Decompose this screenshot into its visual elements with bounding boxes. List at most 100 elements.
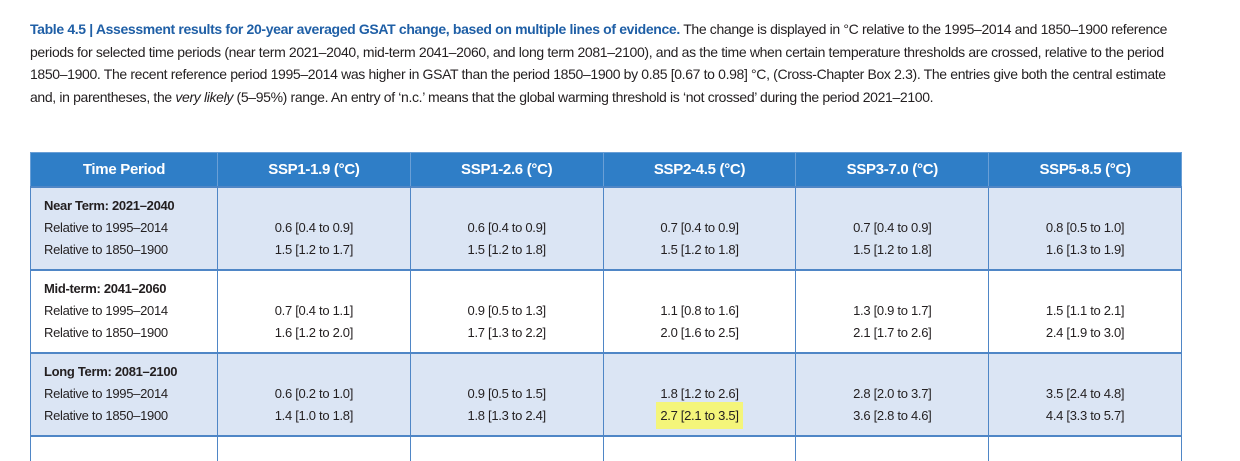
value-line: 1.8 [1.3 to 2.4] — [411, 405, 603, 427]
page: Table 4.5 | Assessment results for 20-ye… — [30, 18, 1190, 461]
value-line: 0.6 [0.2 to 1.0] — [218, 383, 410, 405]
row-label: Relative to 1995–2014 — [44, 220, 168, 235]
value: 2.0 [1.6 to 2.5] — [660, 325, 739, 340]
value-line: 1.7 [1.3 to 2.2] — [411, 322, 603, 344]
label-cell: Long Term: 2081–2100 Relative to 1995–201… — [30, 352, 218, 436]
value-cell: 0.6 [0.2 to 1.0] 1.4 [1.0 to 1.8] — [217, 352, 411, 436]
value: 1.5 [1.2 to 1.8] — [467, 242, 547, 257]
caption-title: Table 4.5 | Assessment results for 20-ye… — [30, 21, 680, 37]
label-block: Mid-term: 2041–2060 Relative to 1995–2014… — [31, 271, 217, 352]
value: 0.9 [0.5 to 1.3] — [467, 303, 547, 318]
empty-cell — [795, 435, 990, 461]
value-line: 2.7 [2.1 to 3.5] — [604, 402, 796, 429]
value-block: 0.7 [0.4 to 0.9] 1.5 [1.2 to 1.8] — [604, 188, 796, 269]
value-block: 2.8 [2.0 to 3.7] 3.6 [2.8 to 4.6] — [796, 354, 988, 435]
value-line: 1.1 [0.8 to 1.6] — [604, 300, 796, 322]
group-name: Near Term: 2021–2040 — [44, 198, 175, 213]
value-line: 2.0 [1.6 to 2.5] — [604, 322, 796, 344]
value: 1.8 [1.2 to 2.6] — [660, 386, 739, 401]
value: 0.6 [0.4 to 0.9] — [467, 220, 547, 235]
value-block: 0.7 [0.4 to 0.9] 1.5 [1.2 to 1.8] — [796, 188, 988, 269]
group-row: Near Term: 2021–2040 Relative to 1995–201… — [30, 186, 1182, 270]
value-cell: 0.7 [0.4 to 1.1] 1.6 [1.2 to 2.0] — [217, 269, 411, 353]
value-line: 1.8 [1.2 to 2.6] — [604, 383, 796, 405]
label-block: Long Term: 2081–2100 Relative to 1995–201… — [31, 354, 217, 435]
empty-cell — [988, 435, 1182, 461]
value-block: 3.5 [2.4 to 4.8] 4.4 [3.3 to 5.7] — [989, 354, 1181, 435]
group-row: Long Term: 2081–2100 Relative to 1995–201… — [30, 352, 1182, 436]
value: 2.7 [2.1 to 3.5] — [656, 402, 743, 429]
group-name: Mid-term: 2041–2060 — [44, 281, 167, 296]
value: 2.8 [2.0 to 3.7] — [853, 386, 932, 401]
value: 4.4 [3.3 to 5.7] — [1045, 408, 1125, 423]
value-line: 1.5 [1.2 to 1.8] — [604, 239, 796, 261]
column-header: SSP2-4.5 (°C) — [602, 152, 797, 188]
value-line: 1.4 [1.0 to 1.8] — [218, 405, 410, 427]
caption-text: The change is displayed in °C relative t… — [30, 21, 1168, 105]
group-row: Mid-term: 2041–2060 Relative to 1995–2014… — [30, 269, 1182, 353]
caption-emphasis: very likely — [175, 88, 233, 105]
row-label: Relative to 1850–1900 — [44, 242, 168, 257]
value-line: 0.6 [0.4 to 0.9] — [218, 217, 410, 239]
value-cell: 1.1 [0.8 to 1.6] 2.0 [1.6 to 2.5] — [602, 269, 797, 353]
value-line: 1.5 [1.2 to 1.7] — [218, 239, 410, 261]
value-block: 0.9 [0.5 to 1.5] 1.8 [1.3 to 2.4] — [411, 354, 603, 435]
value-line: 0.7 [0.4 to 0.9] — [604, 217, 796, 239]
value-line: 1.5 [1.1 to 2.1] — [989, 300, 1181, 322]
label-cell: Mid-term: 2041–2060 Relative to 1995–2014… — [30, 269, 218, 353]
empty-cell — [602, 435, 797, 461]
value-line: 1.3 [0.9 to 1.7] — [796, 300, 988, 322]
label-cell: Near Term: 2021–2040 Relative to 1995–201… — [30, 186, 218, 270]
value-line: 4.4 [3.3 to 5.7] — [989, 405, 1181, 427]
empty-cell — [409, 435, 604, 461]
value-line: 3.6 [2.8 to 4.6] — [796, 405, 988, 427]
next-row — [30, 435, 1182, 461]
value-block: 0.7 [0.4 to 1.1] 1.6 [1.2 to 2.0] — [218, 271, 410, 352]
caption-text: (5–95%) range. An entry of ‘n.c.’ means … — [236, 88, 934, 105]
value-line: 3.5 [2.4 to 4.8] — [989, 383, 1181, 405]
label-block: Near Term: 2021–2040 Relative to 1995–201… — [31, 188, 217, 269]
value-line: 2.1 [1.7 to 2.6] — [796, 322, 988, 344]
value-block: 1.1 [0.8 to 1.6] 2.0 [1.6 to 2.5] — [604, 271, 796, 352]
empty-cell — [30, 435, 218, 461]
value-line: 1.5 [1.2 to 1.8] — [411, 239, 603, 261]
value: 1.8 [1.3 to 2.4] — [467, 408, 547, 423]
value-block: 0.8 [0.5 to 1.0] 1.6 [1.3 to 1.9] — [989, 188, 1181, 269]
value-cell: 0.6 [0.4 to 0.9] 1.5 [1.2 to 1.8] — [409, 186, 604, 270]
value-cell: 3.5 [2.4 to 4.8] 4.4 [3.3 to 5.7] — [988, 352, 1182, 436]
value: 0.6 [0.4 to 0.9] — [274, 220, 354, 235]
value: 0.7 [0.4 to 1.1] — [274, 303, 354, 318]
value-cell: 0.9 [0.5 to 1.3] 1.7 [1.3 to 2.2] — [409, 269, 604, 353]
column-header: SSP1-1.9 (°C) — [217, 152, 411, 188]
column-header: SSP3-7.0 (°C) — [795, 152, 990, 188]
value: 0.9 [0.5 to 1.5] — [467, 386, 547, 401]
value: 0.8 [0.5 to 1.0] — [1045, 220, 1125, 235]
value-cell: 1.5 [1.1 to 2.1] 2.4 [1.9 to 3.0] — [988, 269, 1182, 353]
value-line: 2.4 [1.9 to 3.0] — [989, 322, 1181, 344]
value: 2.1 [1.7 to 2.6] — [853, 325, 932, 340]
value-block: 0.6 [0.4 to 0.9] 1.5 [1.2 to 1.8] — [411, 188, 603, 269]
column-header: SSP5-8.5 (°C) — [988, 152, 1182, 188]
value-block: 1.8 [1.2 to 2.6] 2.7 [2.1 to 3.5] — [604, 354, 796, 435]
value-cell: 1.3 [0.9 to 1.7] 2.1 [1.7 to 2.6] — [795, 269, 990, 353]
value-cell: 0.9 [0.5 to 1.5] 1.8 [1.3 to 2.4] — [409, 352, 604, 436]
value-cell: 2.8 [2.0 to 3.7] 3.6 [2.8 to 4.6] — [795, 352, 990, 436]
value-block: 0.9 [0.5 to 1.3] 1.7 [1.3 to 2.2] — [411, 271, 603, 352]
value: 3.6 [2.8 to 4.6] — [853, 408, 932, 423]
value-line: 0.7 [0.4 to 0.9] — [796, 217, 988, 239]
value-cell: 0.8 [0.5 to 1.0] 1.6 [1.3 to 1.9] — [988, 186, 1182, 270]
value: 1.5 [1.2 to 1.7] — [274, 242, 354, 257]
value-line: 0.6 [0.4 to 0.9] — [411, 217, 603, 239]
value-line: 1.5 [1.2 to 1.8] — [796, 239, 988, 261]
empty-cell — [217, 435, 411, 461]
value-cell: 0.6 [0.4 to 0.9] 1.5 [1.2 to 1.7] — [217, 186, 411, 270]
value: 0.7 [0.4 to 0.9] — [853, 220, 932, 235]
header-row: Time Period SSP1-1.9 (°C) SSP1-2.6 (°C) SSP… — [30, 152, 1182, 188]
value-line: 0.8 [0.5 to 1.0] — [989, 217, 1181, 239]
row-label: Relative to 1995–2014 — [44, 303, 168, 318]
value-block: 0.6 [0.4 to 0.9] 1.5 [1.2 to 1.7] — [218, 188, 410, 269]
value: 1.4 [1.0 to 1.8] — [274, 408, 354, 423]
caption: Table 4.5 | Assessment results for 20-ye… — [30, 18, 1190, 108]
value: 2.4 [1.9 to 3.0] — [1045, 325, 1125, 340]
value-line: 1.6 [1.2 to 2.0] — [218, 322, 410, 344]
